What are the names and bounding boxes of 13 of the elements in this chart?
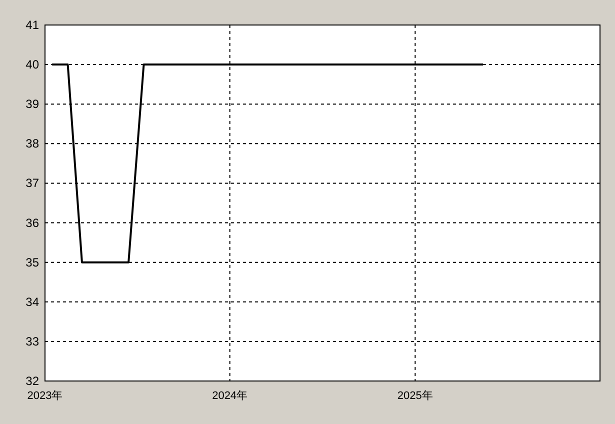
- x-tick-label: 2025年: [397, 390, 433, 402]
- y-tick-label: 40: [26, 58, 40, 72]
- y-tick-label: 32: [26, 374, 40, 388]
- y-tick-label: 33: [26, 334, 40, 348]
- y-tick-label: 41: [26, 18, 40, 32]
- y-tick-label: 35: [26, 255, 40, 270]
- y-tick-label: 36: [26, 216, 40, 230]
- y-tick-label: 38: [26, 136, 40, 151]
- y-tick-label: 39: [26, 97, 40, 112]
- y-tick-label: 37: [26, 176, 40, 190]
- x-tick-label: 2023年: [27, 390, 63, 402]
- y-tick-label: 34: [26, 294, 40, 309]
- x-tick-label: 2024年: [212, 390, 248, 402]
